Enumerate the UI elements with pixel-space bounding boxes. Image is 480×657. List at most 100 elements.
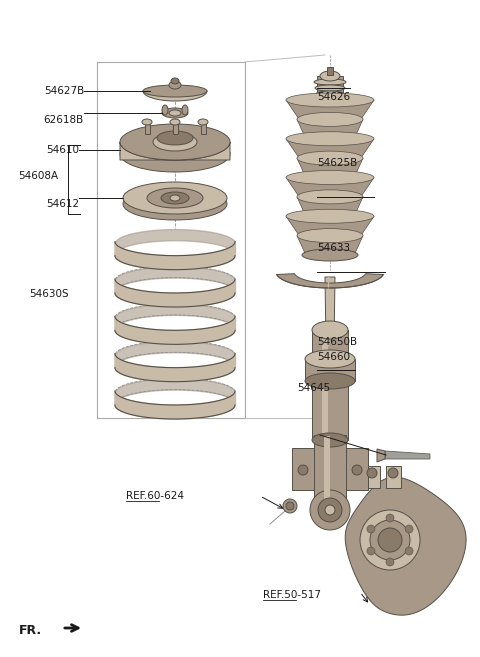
Ellipse shape	[120, 136, 230, 172]
Bar	[201, 122, 205, 134]
Ellipse shape	[297, 229, 363, 242]
Ellipse shape	[198, 119, 208, 125]
Polygon shape	[292, 448, 314, 490]
Ellipse shape	[147, 188, 203, 208]
Bar	[385, 466, 400, 488]
Ellipse shape	[171, 78, 179, 84]
Text: 54660: 54660	[317, 351, 350, 362]
Ellipse shape	[297, 112, 363, 126]
Ellipse shape	[297, 151, 363, 165]
Ellipse shape	[157, 131, 193, 145]
Polygon shape	[297, 197, 363, 216]
Bar	[327, 67, 333, 75]
Bar	[324, 436, 330, 504]
Bar	[305, 359, 355, 381]
Text: 54626: 54626	[317, 92, 350, 102]
Ellipse shape	[142, 119, 152, 125]
Text: 54650B: 54650B	[317, 336, 357, 347]
Polygon shape	[377, 449, 385, 462]
Ellipse shape	[367, 547, 375, 555]
Ellipse shape	[314, 79, 346, 85]
Ellipse shape	[182, 105, 188, 115]
Polygon shape	[276, 274, 384, 288]
Polygon shape	[115, 353, 235, 382]
Ellipse shape	[367, 525, 375, 533]
Polygon shape	[297, 236, 363, 255]
Text: REF.60-624: REF.60-624	[126, 491, 184, 501]
Polygon shape	[385, 451, 430, 459]
Text: REF.50-517: REF.50-517	[263, 589, 321, 600]
Ellipse shape	[286, 502, 294, 510]
Polygon shape	[115, 242, 235, 269]
Ellipse shape	[367, 468, 377, 478]
Ellipse shape	[170, 119, 180, 125]
Text: 54608A: 54608A	[18, 171, 59, 181]
Ellipse shape	[405, 525, 413, 533]
Bar	[314, 435, 346, 505]
Text: 54630S: 54630S	[29, 289, 69, 300]
Ellipse shape	[153, 133, 197, 151]
Ellipse shape	[310, 490, 350, 530]
Text: 54645: 54645	[298, 382, 331, 393]
Ellipse shape	[297, 190, 363, 204]
Ellipse shape	[325, 505, 335, 515]
Bar	[322, 330, 328, 440]
Polygon shape	[115, 391, 235, 419]
Text: 54612: 54612	[46, 198, 79, 209]
Ellipse shape	[386, 558, 394, 566]
Text: 62618B: 62618B	[44, 115, 84, 125]
Polygon shape	[286, 139, 374, 158]
Ellipse shape	[320, 71, 340, 81]
Bar	[312, 330, 348, 440]
Ellipse shape	[170, 195, 180, 201]
Bar	[144, 122, 149, 134]
Ellipse shape	[286, 93, 374, 107]
Bar	[172, 122, 178, 134]
Polygon shape	[115, 279, 235, 307]
Ellipse shape	[360, 510, 420, 570]
Ellipse shape	[169, 81, 181, 89]
Ellipse shape	[370, 520, 410, 560]
Ellipse shape	[386, 514, 394, 522]
Polygon shape	[345, 477, 466, 615]
Ellipse shape	[352, 465, 362, 475]
Polygon shape	[297, 120, 363, 139]
Ellipse shape	[305, 350, 355, 368]
Ellipse shape	[286, 209, 374, 223]
Bar	[317, 76, 343, 100]
Ellipse shape	[305, 373, 355, 389]
Ellipse shape	[315, 85, 345, 91]
Ellipse shape	[312, 433, 348, 447]
Ellipse shape	[143, 85, 207, 97]
Ellipse shape	[162, 108, 188, 118]
Polygon shape	[297, 158, 363, 177]
Ellipse shape	[316, 91, 344, 97]
Text: 54625B: 54625B	[317, 158, 357, 168]
Polygon shape	[120, 142, 230, 160]
Text: FR.: FR.	[19, 623, 42, 637]
Ellipse shape	[314, 95, 346, 105]
Ellipse shape	[298, 465, 308, 475]
Polygon shape	[325, 277, 335, 345]
Text: 54633: 54633	[317, 243, 350, 254]
Ellipse shape	[123, 188, 227, 220]
Polygon shape	[286, 100, 374, 120]
Polygon shape	[286, 216, 374, 236]
Polygon shape	[143, 91, 207, 101]
Polygon shape	[286, 177, 374, 197]
Ellipse shape	[283, 499, 297, 513]
Text: 54610: 54610	[46, 145, 79, 155]
Ellipse shape	[317, 97, 343, 103]
Ellipse shape	[161, 192, 189, 204]
Ellipse shape	[312, 321, 348, 339]
Ellipse shape	[162, 105, 168, 115]
Ellipse shape	[378, 528, 402, 552]
Text: 54627B: 54627B	[44, 85, 84, 96]
Bar	[364, 466, 380, 488]
Ellipse shape	[120, 124, 230, 160]
Ellipse shape	[405, 547, 413, 555]
Ellipse shape	[318, 498, 342, 522]
Polygon shape	[115, 316, 235, 344]
Ellipse shape	[388, 468, 398, 478]
Ellipse shape	[302, 249, 358, 261]
